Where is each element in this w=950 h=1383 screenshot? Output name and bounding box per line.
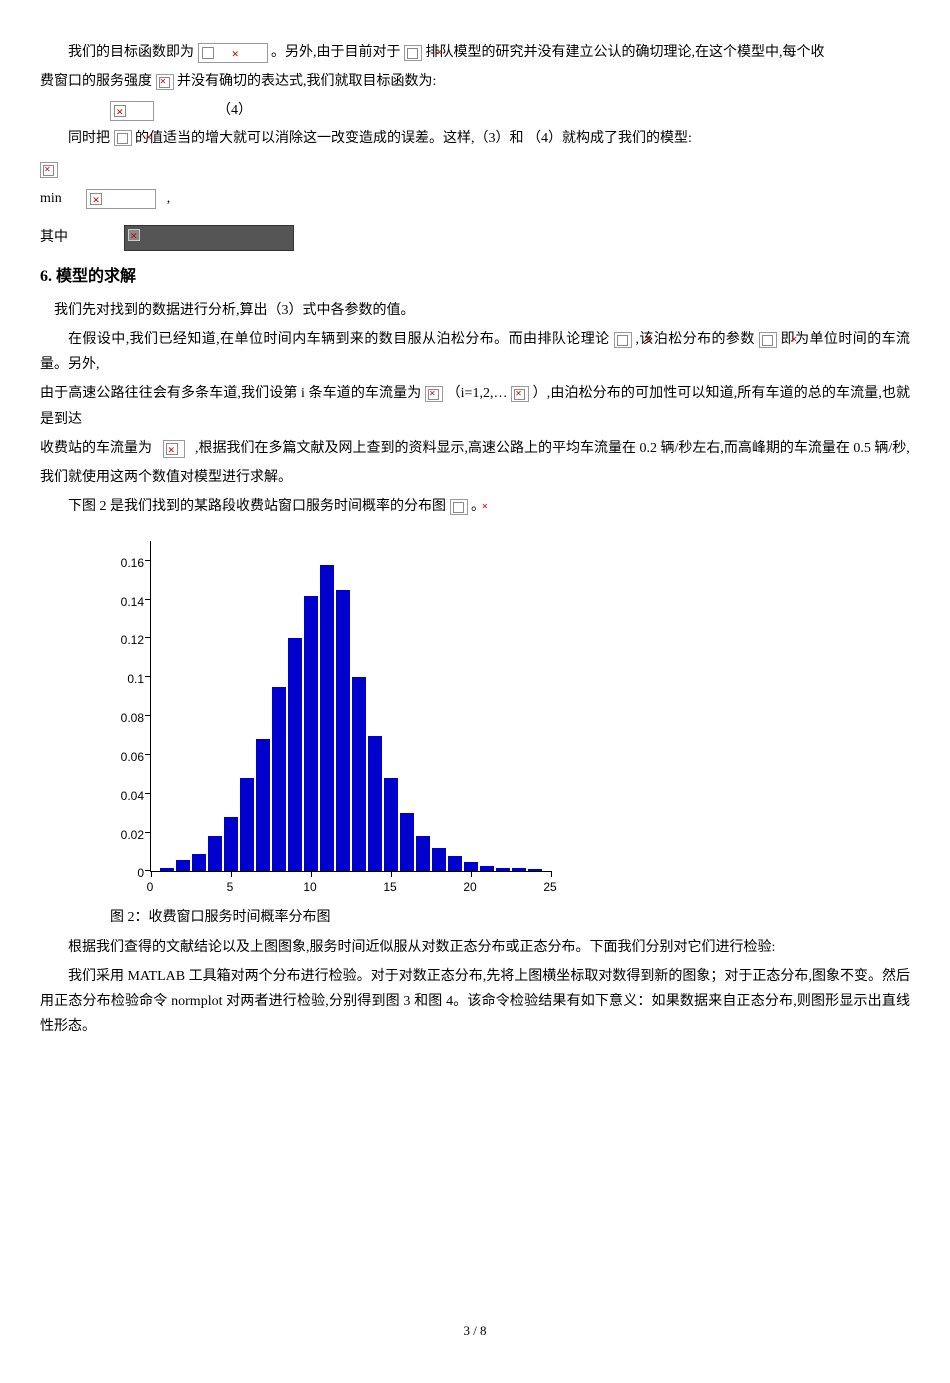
text: ,根据我们在多篇文献及网上查到的资料显示,高速公路上的平均车流量在 0.2 辆/… — [195, 441, 910, 456]
y-axis-label: 0.04 — [94, 786, 144, 808]
paragraph: 同时把 的值适当的增大就可以消除这一改变造成的误差。这样,（3）和 （4）就构成… — [40, 126, 910, 151]
model-block: min , 其中 — [40, 157, 910, 251]
bar — [496, 868, 510, 872]
text: 。另外,由于目前对于 — [271, 45, 401, 60]
broken-symbol-image — [404, 45, 422, 61]
x-axis-label: 0 — [135, 877, 165, 899]
equation-line: （4） — [110, 98, 910, 123]
paragraph: 我们先对找到的数据进行分析,算出（3）式中各参数的值。 — [54, 298, 910, 323]
broken-symbol-image — [511, 386, 529, 402]
bar — [416, 836, 430, 871]
bar — [224, 817, 238, 871]
min-label: min — [40, 191, 62, 206]
bar — [240, 778, 254, 871]
bar — [352, 677, 366, 871]
plot-area — [150, 541, 551, 872]
text: （i=1,2,… — [447, 386, 508, 401]
text: ,该泊松分布的参数 — [635, 332, 754, 347]
text: 的值适当的增大就可以消除这一改变造成的误差。这样,（3）和 （4）就构成了我们的… — [135, 131, 692, 146]
bar — [384, 778, 398, 871]
text: 我们的目标函数即为 — [68, 45, 194, 60]
y-axis-label: 0.12 — [94, 630, 144, 652]
broken-symbol-image — [40, 162, 58, 178]
text: 同时把 — [68, 131, 110, 146]
bar — [512, 868, 526, 872]
section-heading: 6. 模型的求解 — [40, 263, 910, 292]
y-axis-label: 0.06 — [94, 747, 144, 769]
bar — [480, 866, 494, 872]
x-axis-label: 5 — [215, 877, 245, 899]
bar — [368, 736, 382, 872]
paragraph: 我们的目标函数即为 。另外,由于目前对于 排队模型的研究并没有建立公认的确切理论… — [40, 40, 910, 65]
text: 费窗口的服务强度 — [40, 74, 152, 89]
broken-symbol-image — [114, 130, 132, 146]
page-number: 3 / 8 — [40, 1319, 910, 1342]
text: 排队模型的研究并没有建立公认的确切理论,在这个模型中,每个收 — [426, 45, 825, 60]
text: 其中 — [40, 230, 68, 245]
broken-equation-image — [110, 101, 154, 121]
text: 并没有确切的表达式,我们就取目标函数为: — [177, 74, 436, 89]
bar — [288, 638, 302, 871]
broken-symbol-image — [614, 332, 632, 348]
paragraph: 下图 2 是我们找到的某路段收费站窗口服务时间概率的分布图 。 — [40, 494, 910, 519]
x-axis-label: 10 — [295, 877, 325, 899]
text: 下图 2 是我们找到的某路段收费站窗口服务时间概率的分布图 — [68, 499, 446, 514]
bar — [176, 860, 190, 872]
x-axis-label: 20 — [455, 877, 485, 899]
text: , — [160, 191, 171, 206]
text: 收费站的车流量为 — [40, 441, 152, 456]
bar — [432, 848, 446, 871]
y-axis-label: 0.1 — [94, 669, 144, 691]
bar — [320, 565, 334, 872]
figure-2: 00.020.040.060.080.10.120.140.1605101520… — [90, 531, 570, 901]
paragraph: 收费站的车流量为 ,根据我们在多篇文献及网上查到的资料显示,高速公路上的平均车流… — [40, 436, 910, 461]
y-axis-label: 0.14 — [94, 592, 144, 614]
text: 由于高速公路往往会有多条车道,我们设第 i 条车道的车流量为 — [40, 386, 421, 401]
y-axis-label: 0.02 — [94, 825, 144, 847]
broken-equation-image — [198, 43, 268, 63]
bar-chart: 00.020.040.060.080.10.120.140.1605101520… — [90, 531, 570, 901]
bar — [160, 868, 174, 872]
y-axis-label: 0.08 — [94, 708, 144, 730]
bar — [336, 590, 350, 871]
text: 在假设中,我们已经知道,在单位时间内车辆到来的数目服从泊松分布。而由排队论理论 — [68, 332, 610, 347]
broken-equation-image — [124, 225, 294, 251]
broken-symbol-image — [156, 74, 174, 90]
bar — [448, 856, 462, 872]
bar — [192, 854, 206, 871]
y-axis-label: 0.16 — [94, 553, 144, 575]
figure-caption: 图 2：收费窗口服务时间概率分布图 — [110, 905, 910, 930]
broken-symbol-image — [450, 499, 468, 515]
paragraph: 我们就使用这两个数值对模型进行求解。 — [40, 465, 910, 490]
paragraph: 由于高速公路往往会有多条车道,我们设第 i 条车道的车流量为 （i=1,2,… … — [40, 381, 910, 431]
equation-number: （4） — [217, 103, 252, 118]
paragraph: 我们采用 MATLAB 工具箱对两个分布进行检验。对于对数正态分布,先将上图横坐… — [40, 964, 910, 1040]
paragraph: 在假设中,我们已经知道,在单位时间内车辆到来的数目服从泊松分布。而由排队论理论 … — [40, 327, 910, 377]
bar — [464, 862, 478, 872]
broken-symbol-image — [759, 332, 777, 348]
x-axis-label: 25 — [535, 877, 565, 899]
broken-equation-image — [163, 440, 185, 458]
bar — [208, 836, 222, 871]
x-axis-label: 15 — [375, 877, 405, 899]
bar — [528, 869, 542, 871]
bar — [400, 813, 414, 871]
paragraph: 费窗口的服务强度 并没有确切的表达式,我们就取目标函数为: — [40, 69, 910, 94]
bar — [256, 739, 270, 871]
bar — [272, 687, 286, 871]
broken-equation-image — [86, 189, 156, 209]
broken-symbol-image — [425, 386, 443, 402]
paragraph: 根据我们查得的文献结论以及上图图象,服务时间近似服从对数正态分布或正态分布。下面… — [40, 935, 910, 960]
bar — [304, 596, 318, 872]
